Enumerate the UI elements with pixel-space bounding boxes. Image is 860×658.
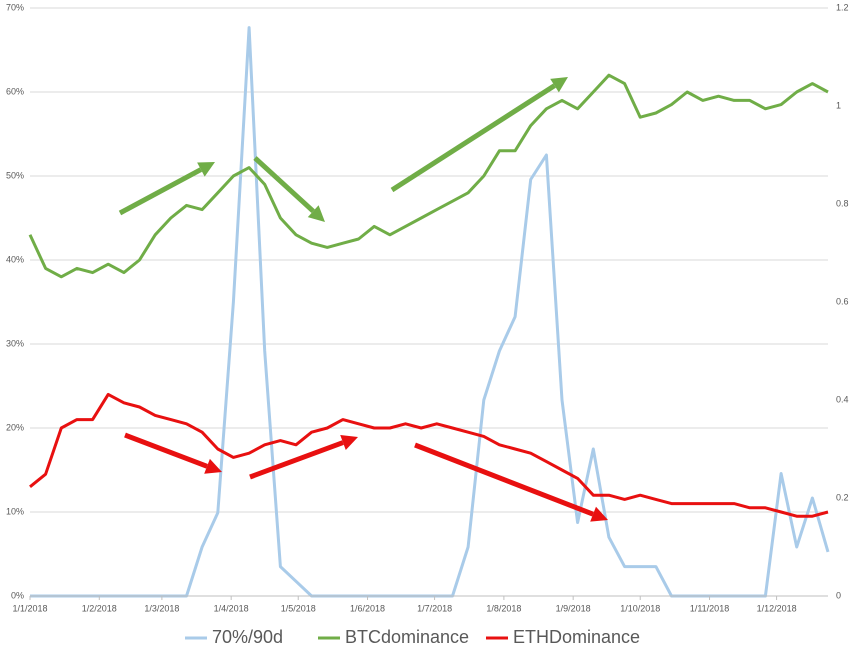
grid — [30, 7, 828, 597]
y2-tick-label: 1 — [836, 100, 841, 110]
y2-tick-label: 0 — [836, 590, 841, 600]
y-tick-label: 50% — [6, 170, 24, 180]
annotations — [118, 77, 608, 522]
arrow-shaft — [249, 440, 344, 480]
arrow-shaft — [390, 83, 556, 193]
plot — [28, 26, 830, 598]
y-tick-label: 10% — [6, 506, 24, 516]
x-tick-label: 1/9/2018 — [556, 603, 591, 613]
legend: 70%/90d BTCdominance ETHDominance — [185, 627, 640, 647]
x-tick-label: 1/4/2018 — [214, 603, 249, 613]
arrow-head — [307, 205, 325, 222]
x-tick-label: 1/8/2018 — [486, 603, 521, 613]
y-tick-label: 30% — [6, 338, 24, 348]
x-tick-label: 1/7/2018 — [417, 603, 452, 613]
arrow-shaft — [414, 442, 594, 517]
series-line — [30, 26, 830, 598]
x-tick-label: 1/12/2018 — [757, 603, 797, 613]
legend-label: ETHDominance — [513, 627, 640, 647]
x-tick-label: 1/1/2018 — [12, 603, 47, 613]
y-tick-label: 0% — [11, 590, 24, 600]
x-tick-label: 1/6/2018 — [350, 603, 385, 613]
y2-tick-label: 0.2 — [836, 492, 849, 502]
y-tick-label: 40% — [6, 254, 24, 264]
x-tick-label: 1/11/2018 — [690, 603, 729, 613]
axes: 0% 10% 20% 30% 40% 50% 60% 70% 0 0.2 0.4 0.6 0.8 1 1.2… — [6, 2, 849, 613]
legend-label: BTCdominance — [345, 627, 469, 647]
y-tick-label: 70% — [6, 2, 24, 12]
y2-tick-label: 0.8 — [836, 198, 849, 208]
arrow-head — [197, 162, 215, 177]
x-tick-label: 1/2/2018 — [82, 603, 117, 613]
legend-label: 70%/90d — [212, 627, 283, 647]
y-tick-label: 20% — [6, 422, 24, 432]
y-tick-label: 60% — [6, 86, 24, 96]
x-tick-label: 1/3/2018 — [144, 603, 179, 613]
arrow-shaft — [253, 156, 315, 214]
arrow-shaft — [118, 167, 203, 216]
x-tick-label: 1/10/2018 — [620, 603, 660, 613]
arrow-head — [590, 506, 608, 522]
arrow-head — [340, 435, 358, 451]
arrow-head — [204, 458, 222, 474]
y2-tick-label: 0.4 — [836, 394, 849, 404]
y2-tick-label: 1.2 — [836, 2, 849, 12]
arrow-head — [550, 77, 568, 93]
arrow-shaft — [124, 432, 208, 469]
series-line — [29, 392, 829, 518]
y2-tick-label: 0.6 — [836, 296, 849, 306]
series-line — [28, 73, 829, 279]
x-tick-label: 1/5/2018 — [281, 603, 316, 613]
